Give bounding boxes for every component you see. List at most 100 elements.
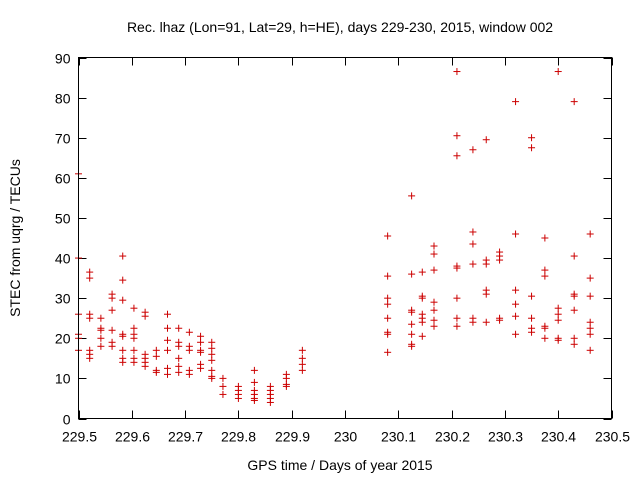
data-point — [528, 134, 536, 142]
data-point — [418, 268, 426, 276]
data-point — [164, 346, 172, 354]
data-point — [554, 316, 562, 324]
data-point — [152, 368, 160, 376]
data-point — [512, 286, 520, 294]
data-point — [430, 306, 438, 314]
data-point — [298, 366, 306, 374]
data-point — [586, 346, 594, 354]
data-point — [234, 394, 242, 402]
data-point — [453, 294, 461, 302]
data-point — [208, 344, 216, 352]
data-point — [141, 312, 149, 320]
data-point — [469, 318, 477, 326]
y-tick-label: 80 — [55, 91, 71, 107]
data-point — [408, 192, 416, 200]
data-point — [119, 252, 127, 260]
data-point — [482, 290, 490, 298]
data-point — [384, 330, 392, 338]
data-point — [586, 330, 594, 338]
data-point — [208, 356, 216, 364]
data-point — [541, 334, 549, 342]
x-tick-label: 230.2 — [435, 429, 470, 445]
data-point — [496, 256, 504, 264]
data-point — [408, 270, 416, 278]
data-point — [586, 324, 594, 332]
y-tick-label: 60 — [55, 171, 71, 187]
x-tick-label: 230.1 — [381, 429, 416, 445]
chart-title: Rec. lhaz (Lon=91, Lat=29, h=HE), days 2… — [127, 19, 553, 35]
x-tick-label: 230 — [334, 429, 358, 445]
x-tick-label: 229.9 — [275, 429, 310, 445]
data-point — [250, 366, 258, 374]
data-point — [119, 358, 127, 366]
data-point — [469, 228, 477, 236]
data-point — [384, 272, 392, 280]
x-tick-label: 229.8 — [221, 429, 256, 445]
data-point — [453, 152, 461, 160]
data-point — [586, 318, 594, 326]
data-point — [130, 324, 138, 332]
data-point — [512, 312, 520, 320]
data-point — [408, 330, 416, 338]
data-point — [453, 322, 461, 330]
data-point — [108, 326, 116, 334]
data-point — [164, 324, 172, 332]
data-point — [430, 266, 438, 274]
y-tick-label: 10 — [55, 371, 71, 387]
data-point — [119, 276, 127, 284]
data-point — [528, 292, 536, 300]
y-tick-label: 50 — [55, 211, 71, 227]
data-point — [208, 350, 216, 358]
data-point — [97, 334, 105, 342]
data-point — [152, 346, 160, 354]
data-point — [430, 322, 438, 330]
data-point — [384, 348, 392, 356]
data-point — [453, 132, 461, 140]
data-point — [384, 314, 392, 322]
data-point — [408, 320, 416, 328]
data-point — [130, 334, 138, 342]
data-point — [528, 314, 536, 322]
data-point — [250, 378, 258, 386]
data-point — [418, 332, 426, 340]
data-point — [108, 306, 116, 314]
data-point — [108, 294, 116, 302]
data-point — [570, 292, 578, 300]
data-point — [197, 332, 205, 340]
data-point — [119, 296, 127, 304]
data-point — [119, 346, 127, 354]
data-point — [541, 324, 549, 332]
data-point — [430, 298, 438, 306]
data-point — [469, 240, 477, 248]
data-point — [512, 330, 520, 338]
data-point — [208, 338, 216, 346]
data-point — [586, 274, 594, 282]
data-point — [197, 338, 205, 346]
data-point — [185, 328, 193, 336]
data-point — [141, 362, 149, 370]
data-point — [164, 336, 172, 344]
data-point — [384, 300, 392, 308]
data-point — [528, 328, 536, 336]
data-point — [554, 68, 562, 76]
data-point — [219, 382, 227, 390]
data-point — [408, 342, 416, 350]
data-point — [453, 314, 461, 322]
data-point — [453, 68, 461, 76]
data-point — [175, 342, 183, 350]
data-point — [408, 308, 416, 316]
data-point — [250, 396, 258, 404]
data-point — [86, 274, 94, 282]
data-point — [512, 230, 520, 238]
data-point — [570, 334, 578, 342]
x-axis: 229.5 229.6 229.7 229.8 229.9 230 230.1 230.2 23… — [62, 57, 630, 445]
data-point — [541, 266, 549, 274]
data-point — [175, 368, 183, 376]
data-point — [282, 382, 290, 390]
x-axis-label: GPS time / Days of year 2015 — [247, 457, 432, 473]
data-point — [541, 234, 549, 242]
y-tick-label: 70 — [55, 131, 71, 147]
data-point — [512, 98, 520, 106]
data-point — [97, 342, 105, 350]
data-point — [482, 136, 490, 144]
